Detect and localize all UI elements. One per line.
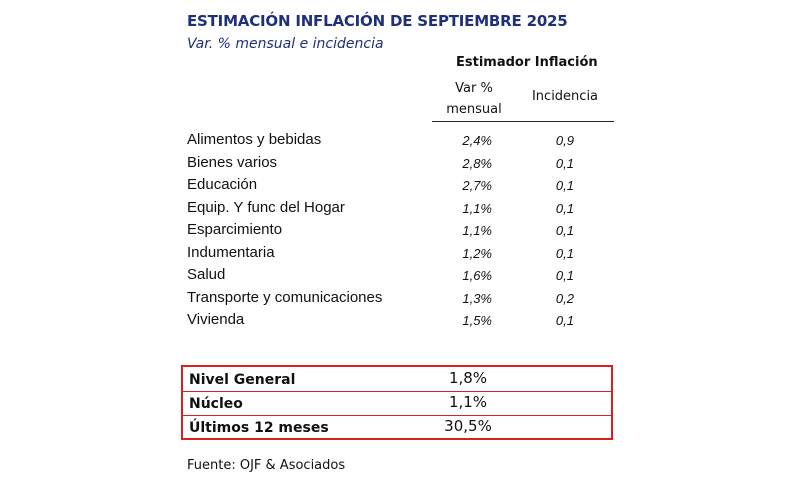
row-incidencia: 0,1 (555, 178, 574, 193)
row-label: Esparcimiento (187, 221, 283, 238)
group-header: Estimador Inflación (456, 55, 598, 70)
row-var: 2,8% (462, 155, 492, 171)
row-var: 1,1% (462, 223, 492, 238)
summary-row-nucleo: Núcleo 1,1% (183, 391, 611, 415)
summary-row-ultimos-12-meses: Últimos 12 meses 30,5% (183, 415, 611, 439)
row-var: 2,4% (462, 133, 492, 148)
row-incidencia: 0,1 (555, 155, 574, 171)
table-row: Transporte y comunicaciones 1,3% 0,2 (0, 289, 800, 312)
source-note: Fuente: OJF & Asociados (187, 458, 346, 473)
table-row: Indumentaria 1,2% 0,1 (0, 244, 800, 267)
row-var: 1,1% (462, 200, 492, 216)
summary-value: 1,1% (448, 393, 488, 411)
row-incidencia: 0,1 (555, 200, 574, 216)
row-label: Educación (187, 176, 258, 193)
row-label: Indumentaria (187, 243, 275, 261)
row-var: 1,2% (462, 245, 492, 261)
row-label: Bienes varios (187, 153, 278, 171)
category-table: Alimentos y bebidas 2,4% 0,9 Bienes vari… (0, 131, 800, 334)
summary-label: Nivel General (189, 372, 296, 388)
page-subtitle: Var. % mensual e incidencia (187, 36, 384, 52)
column-header-var-line2: mensual (446, 102, 502, 117)
column-header-incidencia: Incidencia (531, 89, 599, 104)
table-row: Salud 1,6% 0,1 (0, 266, 800, 289)
row-incidencia: 0,1 (555, 268, 574, 283)
summary-label: Núcleo (189, 396, 243, 412)
row-incidencia: 0,2 (555, 290, 574, 306)
row-label: Equip. Y func del Hogar (187, 198, 345, 216)
header-rule (432, 121, 614, 122)
table-row: Esparcimiento 1,1% 0,1 (0, 221, 800, 244)
row-label: Alimentos y bebidas (187, 131, 322, 148)
row-var: 1,5% (462, 313, 492, 328)
row-var: 1,6% (462, 268, 492, 283)
summary-value: 1,8% (448, 369, 488, 387)
row-var: 2,7% (462, 178, 492, 193)
summary-row-nivel-general: Nivel General 1,8% (183, 367, 611, 391)
row-incidencia: 0,9 (555, 133, 574, 148)
column-header-var: Var % mensual (438, 78, 510, 120)
table-row: Alimentos y bebidas 2,4% 0,9 (0, 131, 800, 154)
column-header-var-line1: Var % (455, 81, 493, 96)
table-row: Vivienda 1,5% 0,1 (0, 311, 800, 334)
row-incidencia: 0,1 (555, 223, 574, 238)
summary-divider (183, 415, 611, 416)
summary-divider (183, 391, 611, 392)
table-row: Equip. Y func del Hogar 1,1% 0,1 (0, 199, 800, 222)
row-incidencia: 0,1 (555, 313, 574, 328)
summary-value: 30,5% (444, 417, 492, 435)
page-title: ESTIMACIÓN INFLACIÓN DE SEPTIEMBRE 2025 (187, 12, 568, 30)
summary-box: Nivel General 1,8% Núcleo 1,1% Últimos 1… (181, 365, 613, 440)
summary-label: Últimos 12 meses (189, 420, 329, 436)
row-label: Vivienda (187, 311, 245, 328)
row-label: Transporte y comunicaciones (187, 288, 383, 306)
table-row: Educación 2,7% 0,1 (0, 176, 800, 199)
row-var: 1,3% (462, 290, 492, 306)
table-row: Bienes varios 2,8% 0,1 (0, 154, 800, 177)
row-label: Salud (187, 266, 226, 283)
row-incidencia: 0,1 (555, 245, 574, 261)
